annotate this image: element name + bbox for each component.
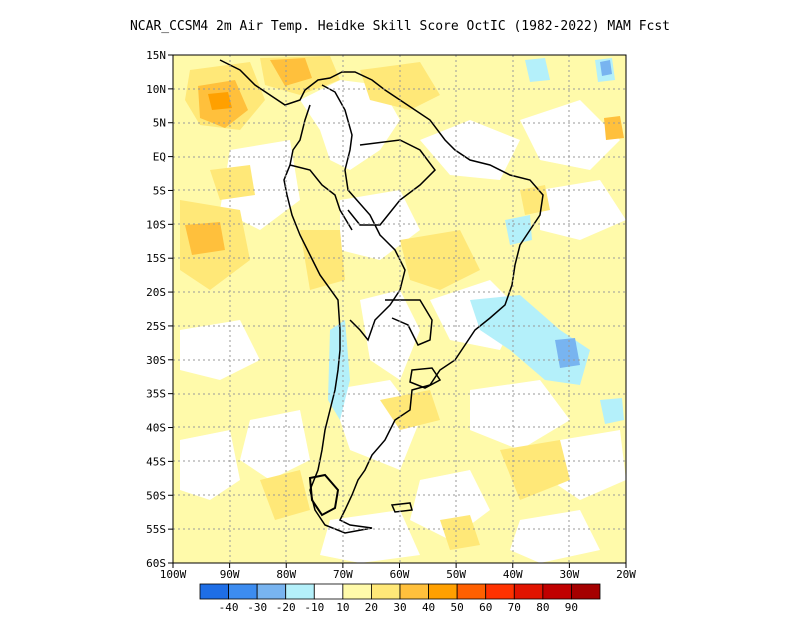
lat-tick-label: 15N [146,49,166,62]
colorbar-label: 70 [508,601,521,614]
lat-tick-label: 15S [146,252,166,265]
colorbar-label: 10 [336,601,349,614]
lon-tick-label: 60W [390,568,410,581]
colorbar-label: -10 [304,601,324,614]
grid-lines [173,55,626,563]
latitude-axis: 15N 10N 5N EQ 5S 10S 15S 20S 25S 30S 35S 40S 45S 50S 5… [146,49,173,570]
colorbar-swatch [542,583,572,600]
lat-tick-label: EQ [153,151,166,164]
colorbar-label: 80 [536,601,549,614]
lon-tick-label: 30W [559,568,579,581]
colorbar-label: 50 [451,601,464,614]
colorbar-swatch [399,583,429,600]
skill-shading [173,55,626,563]
colorbar-label: -40 [219,601,239,614]
lon-tick-label: 20W [616,568,636,581]
colorbar-swatch [571,583,601,600]
lat-tick-label: 50S [146,489,166,502]
lon-tick-label: 90W [220,568,240,581]
colorbar-swatch [513,583,544,600]
lat-tick-label: 40S [146,422,166,435]
chart-title: NCAR_CCSM4 2m Air Temp. Heidke Skill Sco… [129,19,671,34]
colorbar-label: -30 [247,601,267,614]
colorbar-swatch [228,583,258,600]
colorbar-swatch [428,583,458,600]
colorbar: -40 -30 -20 -10 10 20 30 40 50 60 70 80 90 [199,583,601,614]
colorbar-swatch [285,583,315,600]
lat-tick-label: 20S [146,286,166,299]
lat-tick-label: 60S [146,557,166,570]
lon-tick-label: 50W [446,568,466,581]
lat-tick-label: 35S [146,388,166,401]
colorbar-label: 60 [479,601,492,614]
lon-tick-label: 40W [503,568,523,581]
colorbar-swatch [342,583,372,600]
lat-tick-label: 10N [146,83,166,96]
colorbar-swatch [371,583,401,600]
lat-tick-label: 45S [146,455,166,468]
colorbar-swatch [256,583,287,600]
longitude-axis: 100W 90W 80W 70W 60W 50W 40W 30W 20W [160,563,636,581]
colorbar-label: -20 [276,601,296,614]
lat-tick-label: 10S [146,218,166,231]
colorbar-swatch [313,583,344,600]
colorbar-swatch [456,583,487,600]
colorbar-label: 30 [393,601,406,614]
lat-tick-label: 55S [146,523,166,536]
colorbar-label: 20 [365,601,378,614]
lon-tick-label: 70W [333,568,353,581]
lat-tick-label: 25S [146,320,166,333]
lat-tick-label: 5N [153,117,166,130]
colorbar-label: 90 [565,601,578,614]
lat-tick-label: 30S [146,354,166,367]
lat-tick-label: 5S [153,184,166,197]
colorbar-label: 40 [422,601,435,614]
lon-tick-label: 100W [160,568,187,581]
colorbar-swatch [485,583,515,600]
lon-tick-label: 80W [276,568,296,581]
colorbar-swatch [199,583,229,600]
